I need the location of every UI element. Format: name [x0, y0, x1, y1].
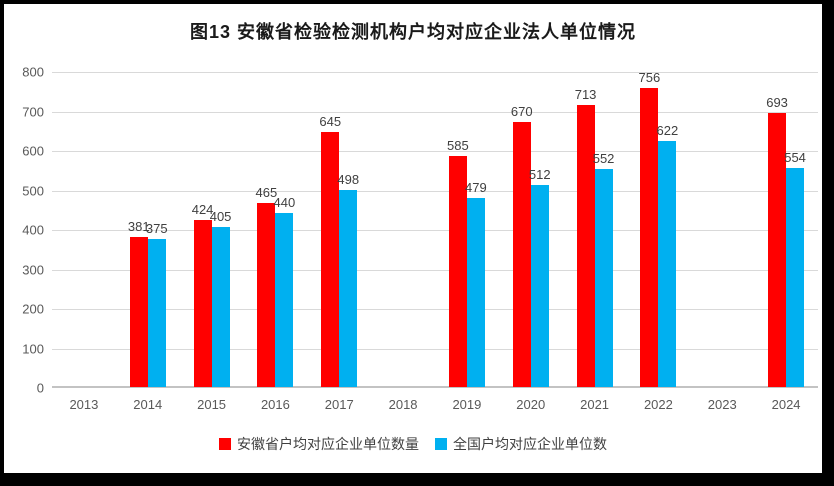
gridline: [52, 72, 818, 73]
bar-national: [466, 197, 485, 387]
bar-national: [530, 184, 549, 387]
bar-anhui: [129, 236, 148, 387]
x-axis-tick-label: 2021: [580, 397, 610, 412]
x-axis-tick-label: 2015: [197, 397, 227, 412]
gridline: [52, 111, 818, 113]
y-axis-tick-label: 300: [22, 262, 44, 277]
bar-anhui: [448, 155, 467, 387]
y-axis-tick-label: 500: [22, 183, 44, 198]
data-label: 440: [273, 195, 296, 211]
x-axis-tick-label: 2017: [324, 397, 354, 412]
data-label: 552: [592, 150, 615, 166]
data-label: 424: [191, 201, 214, 217]
data-label: 381: [127, 218, 150, 234]
data-label: 554: [784, 150, 806, 166]
plot-area: 0 100 200 300 400 500 600 700 800 2013 2014 381 375 2…: [22, 65, 818, 412]
x-axis-line: [52, 386, 818, 388]
y-axis-tick-label: 700: [22, 104, 44, 119]
gridline: [52, 309, 818, 310]
bar-national: [594, 168, 613, 387]
bar-national: [658, 141, 677, 387]
bar-anhui: [576, 105, 595, 387]
legend-swatch-anhui-icon: [219, 438, 231, 450]
data-label: 479: [465, 179, 487, 195]
data-label: 670: [510, 104, 533, 120]
chart-title: 图13 安徽省检验检测机构户均对应企业法人单位情况: [189, 22, 637, 42]
legend: 安徽省户均对应企业单位数量 全国户均对应企业单位数: [4, 434, 822, 454]
y-axis-tick-label: 100: [22, 341, 44, 356]
gridline: [52, 151, 818, 152]
data-label: 512: [528, 166, 551, 182]
y-axis-tick-label: 0: [36, 380, 44, 396]
data-label: 713: [574, 87, 597, 103]
x-axis-tick-label: 2018: [388, 397, 418, 412]
legend-label-national: 全国户均对应企业单位数: [453, 436, 607, 452]
data-label: 645: [319, 114, 342, 130]
bar-anhui: [257, 203, 276, 387]
gridline: [52, 348, 818, 350]
data-label: 693: [766, 95, 788, 111]
x-axis-tick-label: 2014: [133, 397, 163, 412]
y-axis-tick-label: 600: [22, 143, 44, 159]
bar-national: [211, 227, 230, 387]
x-axis-tick-label: 2024: [771, 397, 801, 412]
data-label: 585: [447, 137, 469, 153]
data-label: 498: [337, 172, 360, 188]
x-axis-tick-label: 2020: [516, 397, 546, 412]
data-label: 405: [209, 209, 232, 225]
gridline: [52, 269, 818, 271]
bar-anhui: [193, 219, 212, 387]
bar-anhui: [512, 122, 531, 387]
bar-anhui: [768, 113, 787, 387]
bar-anhui: [640, 88, 659, 387]
x-axis-tick-label: 2023: [707, 397, 737, 412]
bar-national: [275, 213, 294, 387]
legend-label-anhui: 安徽省户均对应企业单位数量: [237, 436, 419, 452]
data-label: 465: [255, 185, 278, 201]
data-label: 756: [638, 70, 661, 86]
gridline: [52, 230, 818, 231]
y-axis-tick-label: 400: [22, 222, 44, 238]
bar-national: [147, 238, 166, 387]
y-axis-tick-label: 800: [22, 64, 44, 80]
legend-swatch-national-icon: [435, 438, 447, 450]
x-axis-tick-label: 2022: [643, 397, 673, 412]
x-axis-tick-label: 2013: [69, 397, 99, 412]
x-axis-tick-label: 2019: [452, 397, 482, 412]
gridline: [52, 190, 818, 192]
bar-national: [786, 168, 805, 387]
x-axis-tick-label: 2016: [260, 397, 290, 412]
data-label: 375: [145, 220, 168, 236]
bar-anhui: [321, 132, 340, 387]
data-label: 622: [656, 123, 679, 139]
y-axis-tick-label: 200: [22, 301, 44, 317]
bar-national: [339, 190, 358, 387]
